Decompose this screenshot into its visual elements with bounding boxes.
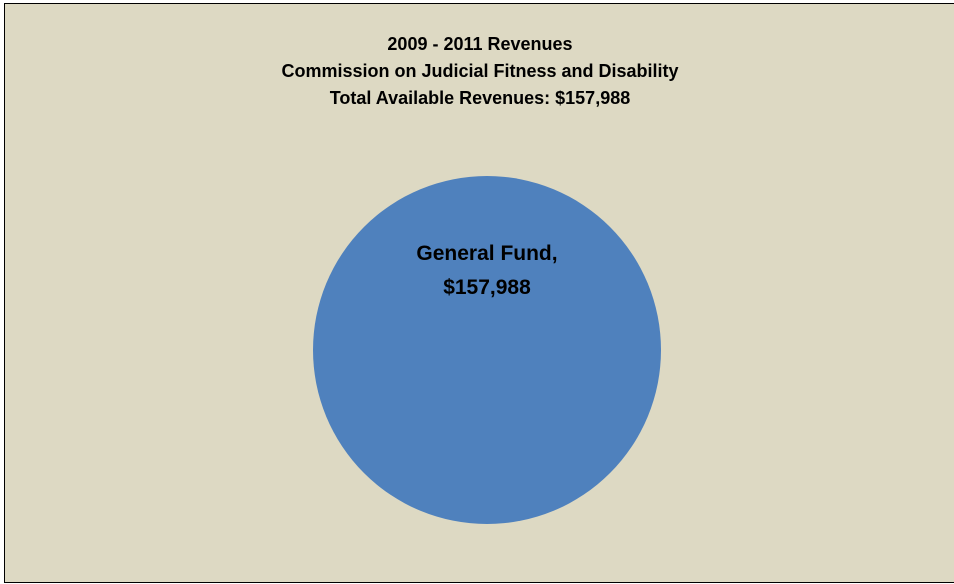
pie-chart: General Fund, $157,988 [313, 176, 661, 524]
chart-title-line-2: Commission on Judicial Fitness and Disab… [281, 61, 679, 81]
chart-title-line-1: 2009 - 2011 Revenues [387, 34, 573, 54]
chart-area: 2009 - 2011 Revenues Commission on Judic… [4, 3, 954, 583]
pie-data-label-line-2: $157,988 [443, 276, 531, 299]
chart-title-line-3: Total Available Revenues: $157,988 [329, 88, 631, 108]
pie-data-label-line-1: General Fund, [416, 242, 557, 265]
chart-title: 2009 - 2011 Revenues Commission on Judic… [5, 31, 954, 112]
pie-slice-general-fund [313, 176, 661, 524]
